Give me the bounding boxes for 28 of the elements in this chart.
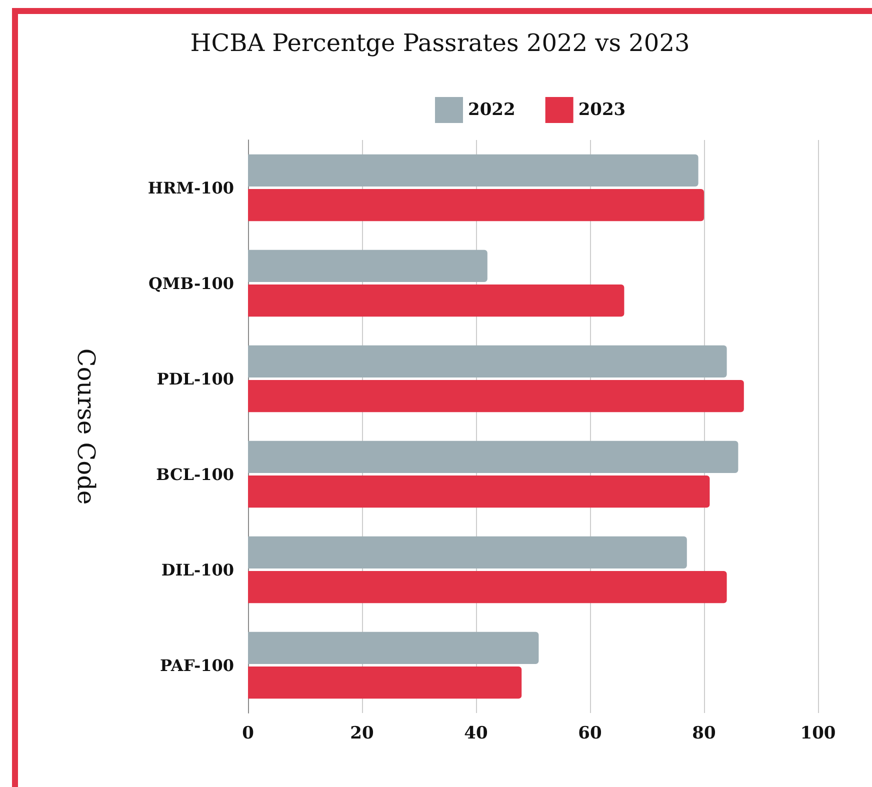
bar: [248, 345, 727, 378]
y-tick-label: BCL-100: [156, 464, 234, 484]
bar: [248, 250, 488, 282]
chart-title: HCBA Percentge Passrates 2022 vs 2023: [190, 29, 690, 57]
x-tick-label: 100: [800, 724, 836, 744]
bar: [248, 632, 539, 664]
legend-label: 2023: [578, 100, 626, 120]
x-tick-label: 0: [242, 724, 254, 744]
y-tick-label: PDL-100: [156, 369, 234, 388]
x-tick-label: 60: [578, 724, 602, 744]
y-axis-title: Course Code: [72, 348, 100, 505]
y-tick-label: QMB-100: [148, 274, 234, 293]
bar: [248, 189, 704, 222]
bar: [248, 476, 710, 508]
y-tick-label: HRM-100: [148, 178, 234, 198]
bar: [248, 154, 698, 186]
y-tick-label: DIL-100: [161, 560, 234, 580]
bar: [248, 571, 727, 604]
bar: [248, 666, 522, 699]
x-tick-label: 40: [464, 724, 488, 744]
bar: [248, 536, 687, 568]
x-tick-label: 20: [350, 724, 374, 744]
bar: [248, 440, 738, 473]
y-tick-label: PAF-100: [160, 656, 234, 675]
x-tick-label: 80: [692, 724, 716, 744]
legend-label: 2022: [468, 100, 516, 120]
bar: [248, 380, 744, 412]
bar: [248, 284, 624, 317]
